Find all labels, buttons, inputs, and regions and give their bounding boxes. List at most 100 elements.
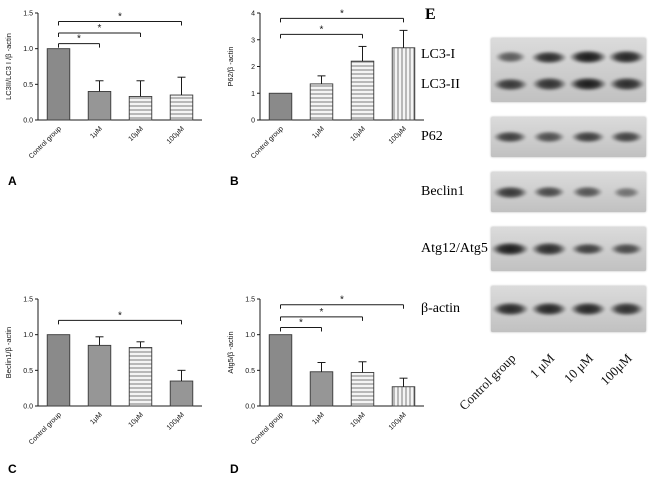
blot-band	[608, 50, 645, 64]
blot-band	[572, 186, 604, 198]
svg-text:1μM: 1μM	[89, 125, 104, 140]
blot-band	[491, 242, 530, 256]
svg-text:10μM: 10μM	[127, 411, 145, 429]
blot-band	[608, 77, 645, 91]
blot-strip	[491, 227, 646, 271]
blot-row: Beclin1	[413, 172, 650, 212]
svg-text:*: *	[320, 307, 324, 318]
svg-text:Control group: Control group	[456, 351, 518, 413]
svg-text:1.0: 1.0	[23, 332, 33, 339]
svg-text:*: *	[320, 24, 324, 35]
panel-label-d: D	[230, 462, 239, 476]
svg-text:1.0: 1.0	[23, 46, 33, 53]
svg-text:1μM: 1μM	[89, 411, 104, 426]
blot-label-column: β-actin	[413, 286, 491, 332]
bar-chart-lc3ii-lc3i: 0.0 0.5 1.0 1.5 LC3II/LC3 I /β -actin * * * Cont…	[4, 11, 202, 160]
blot-label: Beclin1	[421, 184, 465, 199]
svg-text:Control group: Control group	[28, 125, 63, 160]
svg-text:1.5: 1.5	[23, 11, 33, 18]
blot-label-column: P62	[413, 117, 491, 157]
svg-text:*: *	[77, 34, 81, 45]
blot-strip	[491, 38, 646, 102]
svg-text:4: 4	[251, 11, 255, 18]
blot-label: β-actin	[421, 301, 460, 316]
blot-label-column: LC3-I LC3-II	[413, 38, 491, 102]
blot-band	[610, 242, 643, 256]
svg-text:0: 0	[251, 118, 255, 125]
blot-band	[610, 130, 644, 144]
blot-row: Atg12/Atg5	[413, 227, 650, 271]
blot-band	[570, 242, 605, 256]
svg-text:100μM: 100μM	[166, 411, 186, 431]
svg-text:*: *	[118, 12, 122, 23]
svg-text:0.0: 0.0	[245, 404, 255, 411]
svg-text:*: *	[340, 8, 344, 19]
svg-text:Control group: Control group	[250, 411, 285, 446]
blot-label: LC3-I	[421, 47, 456, 62]
svg-text:10μM: 10μM	[127, 125, 145, 143]
blot-band	[533, 130, 565, 144]
blot-band	[612, 186, 641, 198]
svg-text:Control group: Control group	[250, 125, 285, 160]
blot-strip	[491, 172, 646, 212]
blot-band	[493, 185, 528, 199]
blot-label-column: Beclin1	[413, 172, 491, 212]
svg-text:100μM: 100μM	[597, 350, 635, 388]
svg-text:P62/β -actin: P62/β -actin	[226, 46, 235, 86]
blot-band	[608, 302, 645, 316]
svg-text:1.0: 1.0	[245, 332, 255, 339]
svg-text:10μM: 10μM	[349, 411, 367, 429]
panel-label-b: B	[230, 174, 239, 188]
svg-text:0.5: 0.5	[245, 368, 255, 375]
bar-chart-beclin1: 0.0 0.5 1.0 1.5 Beclin1/β -actin * Control gro…	[4, 297, 202, 446]
panel-label-c: C	[8, 462, 17, 476]
blot-strip	[491, 117, 646, 157]
blot-band	[569, 302, 607, 316]
blot-band	[530, 302, 568, 316]
blot-row: P62	[413, 117, 650, 157]
svg-text:1μM: 1μM	[311, 125, 326, 140]
blot-label: LC3-II	[421, 77, 460, 92]
blot-band	[493, 77, 528, 91]
blot-band	[532, 185, 566, 199]
blot-band	[531, 242, 568, 256]
blot-label-column: Atg12/Atg5	[413, 227, 491, 271]
svg-text:Beclin1/β -actin: Beclin1/β -actin	[4, 327, 13, 378]
blot-rows: LC3-I LC3-II P62 Beclin1 Atg12/Atg5 β-actin	[413, 38, 650, 332]
blot-label: Atg12/Atg5	[421, 241, 488, 256]
svg-text:Control group: Control group	[28, 411, 63, 446]
svg-text:100μM: 100μM	[388, 411, 408, 431]
blot-strip	[491, 286, 646, 332]
svg-text:100μM: 100μM	[388, 125, 408, 145]
svg-text:1.5: 1.5	[23, 297, 33, 304]
svg-text:1.5: 1.5	[245, 297, 255, 304]
svg-text:*: *	[299, 318, 303, 329]
blot-band	[568, 50, 607, 65]
blot-band	[531, 50, 568, 64]
panel-label-a: A	[8, 174, 17, 188]
svg-text:3: 3	[251, 37, 255, 44]
svg-text:10 μM: 10 μM	[561, 350, 597, 386]
svg-text:Atg5/β -actin: Atg5/β -actin	[226, 331, 235, 373]
western-blot-panel: E LC3-I LC3-II P62 Beclin1 Atg12/Atg5 β-actin…	[413, 0, 650, 484]
svg-text:1 μM: 1 μM	[527, 350, 558, 381]
svg-text:0.0: 0.0	[23, 404, 33, 411]
blot-band	[568, 77, 607, 92]
svg-text:*: *	[340, 295, 344, 306]
svg-text:2: 2	[251, 64, 255, 71]
svg-text:1: 1	[251, 91, 255, 98]
panel-label-e: E	[425, 6, 436, 23]
svg-text:*: *	[98, 23, 102, 34]
blot-band	[492, 302, 529, 316]
bar-chart-atg5: 0.0 0.5 1.0 1.5 Atg5/β -actin * * * Control grou…	[226, 295, 424, 446]
svg-text:10μM: 10μM	[349, 125, 367, 143]
bar-chart-p62: 0 1 2 3 4 P62/β -actin * * Control group 1μM 10μM 1…	[226, 8, 424, 160]
blot-band	[531, 77, 567, 91]
blot-band	[570, 130, 605, 144]
svg-text:0.0: 0.0	[23, 118, 33, 125]
svg-text:*: *	[118, 310, 122, 321]
blot-band	[495, 51, 526, 64]
blot-label: P62	[421, 129, 443, 144]
lane-labels: Control group 1 μM 10 μM 100μM	[456, 350, 635, 413]
